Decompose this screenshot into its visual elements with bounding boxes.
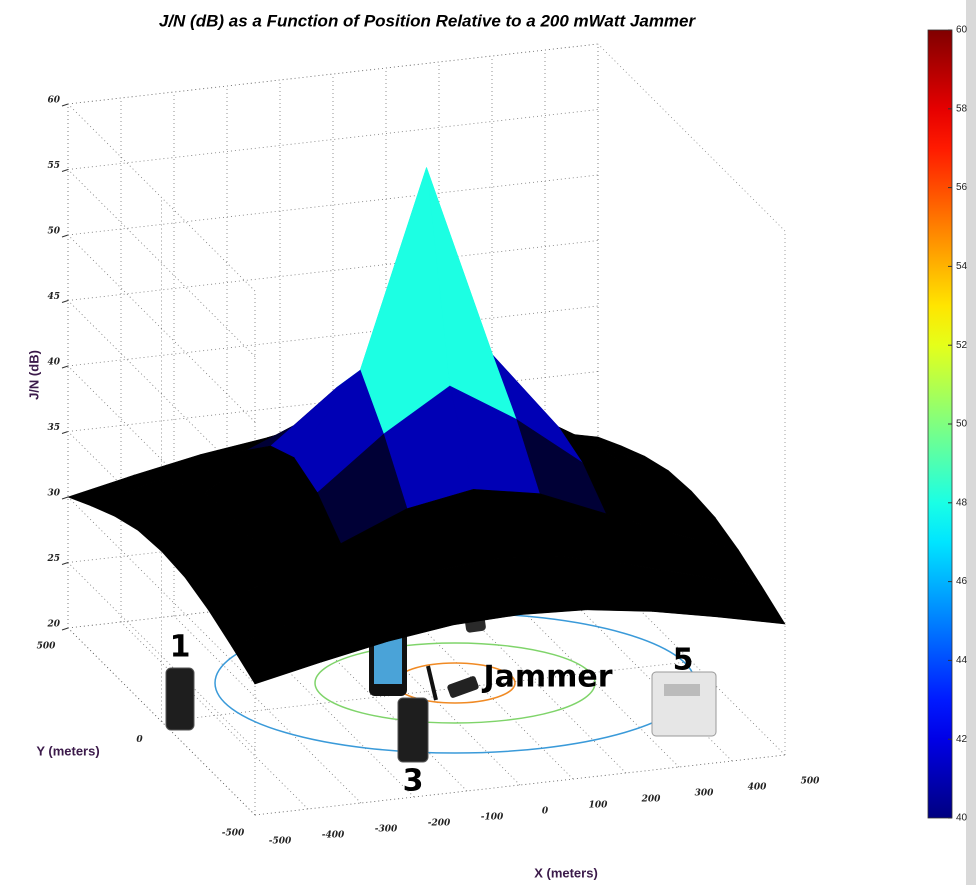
y-tick-label: -500 <box>222 829 245 839</box>
labels: J/N (dB) Y (meters) X (meters) 202530354… <box>26 25 967 881</box>
annotation: Jammer <box>481 660 612 695</box>
x-tick-label: -200 <box>428 819 451 829</box>
grid-line <box>67 496 256 685</box>
annotation: 3 <box>403 764 424 799</box>
x-tick-label: 0 <box>542 807 549 817</box>
colorbar-tick-label: 60 <box>956 25 968 36</box>
grid-line <box>67 240 599 301</box>
grid-line <box>67 169 256 357</box>
grid-line <box>67 103 256 292</box>
tick-mark <box>61 365 69 369</box>
z-tick-label: 45 <box>47 292 60 302</box>
x-tick-label: -400 <box>322 831 345 841</box>
grid-line <box>67 174 599 236</box>
z-tick-label: 55 <box>47 161 60 171</box>
y-tick-label: 500 <box>37 642 57 652</box>
meter-display <box>664 684 700 696</box>
z-tick-label: 30 <box>47 489 60 499</box>
colorbar-tick-label: 48 <box>956 497 968 508</box>
annotation: 2 <box>345 586 366 621</box>
x-tick-label: -100 <box>481 813 504 823</box>
colorbar-tick-label: 58 <box>956 103 968 114</box>
x-tick-label: 300 <box>695 789 715 799</box>
y-tick-label: 0 <box>136 735 143 745</box>
tick-mark <box>61 431 69 434</box>
grid-line <box>161 661 692 722</box>
x-tick-label: -300 <box>375 825 398 835</box>
x-axis-label: X (meters) <box>534 865 598 880</box>
y-axis-label: Y (meters) <box>36 743 99 758</box>
z-tick-label: 50 <box>47 227 60 237</box>
grid-line <box>254 754 786 816</box>
tick-mark <box>61 627 69 631</box>
surface-patch <box>231 620 322 685</box>
grid-line <box>67 109 599 170</box>
chart-title: J/N (dB) as a Function of Position Relat… <box>159 11 697 30</box>
z-axis-label: J/N (dB) <box>26 350 41 400</box>
grid-line <box>67 43 599 105</box>
tick-mark <box>61 300 69 303</box>
z-tick-label: 25 <box>46 554 60 564</box>
grid-line <box>120 621 309 810</box>
grid-line <box>67 562 256 750</box>
colorbar-tick-label: 54 <box>956 261 968 272</box>
z-tick-label: 20 <box>46 620 60 630</box>
colorbar-tick-label: 42 <box>956 734 968 745</box>
colorbar-tick-label: 40 <box>956 813 968 824</box>
grid-line <box>173 615 362 804</box>
colorbar-tick-label: 56 <box>956 182 968 193</box>
tick-mark <box>61 234 69 238</box>
phone-icon <box>165 667 195 731</box>
z-tick-label: 35 <box>47 423 60 433</box>
tick-mark <box>61 562 69 565</box>
colorbar-tick-label: 44 <box>956 655 968 666</box>
x-tick-label: 500 <box>801 777 821 787</box>
x-tick-label: 200 <box>641 795 662 805</box>
annotation: 4 <box>478 544 499 579</box>
colorbar-tick-label: 46 <box>956 576 968 587</box>
grid-line <box>67 305 599 367</box>
z-tick-label: 60 <box>47 96 60 106</box>
colorbar-tick-label: 52 <box>956 340 968 351</box>
colorbar-tick-label: 50 <box>956 419 968 430</box>
annotation: 5 <box>673 643 694 678</box>
jammer-icon <box>447 676 479 698</box>
annotation: 1 <box>170 630 191 665</box>
phone-icon <box>397 697 429 763</box>
frame-edge <box>966 0 976 885</box>
tick-mark <box>61 496 69 500</box>
z-tick-label: 40 <box>47 358 60 368</box>
surface <box>67 167 786 685</box>
x-tick-label: 400 <box>748 783 768 793</box>
x-tick-label: -500 <box>269 837 292 847</box>
x-tick-label: 100 <box>589 801 609 811</box>
tick-mark <box>61 169 69 172</box>
jammer-antenna <box>426 665 438 701</box>
range-ring <box>314 642 596 724</box>
meter-icon <box>651 671 717 737</box>
tick-mark <box>61 103 69 107</box>
axis-edge <box>597 43 786 232</box>
